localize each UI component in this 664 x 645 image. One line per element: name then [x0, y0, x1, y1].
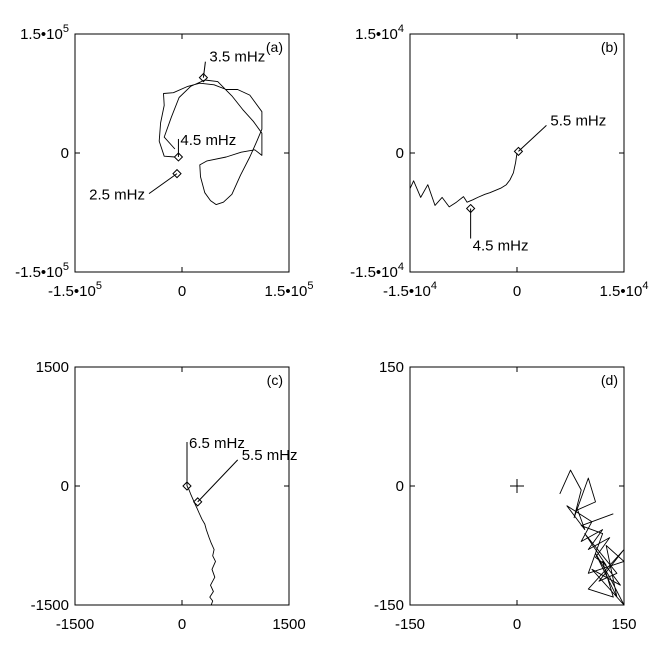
annotation-label: 2.5 mHz: [89, 187, 145, 204]
frequency-marker: [513, 146, 524, 157]
y-tick-label: -1.5•105: [15, 261, 69, 281]
data-trace: [409, 152, 518, 208]
y-tick-label: 0: [61, 145, 69, 162]
y-tick-label: -1.5•104: [350, 261, 404, 281]
panel-label: (b): [601, 39, 618, 55]
frequency-marker: [198, 72, 209, 83]
x-tick-label: 0: [178, 283, 186, 300]
annotation-leader: [148, 173, 178, 195]
x-tick-label: 0: [513, 616, 521, 633]
data-trace: [186, 485, 216, 606]
x-tick-label: -150: [395, 616, 425, 633]
annotation-leader: [518, 125, 547, 152]
y-tick-label: 0: [396, 478, 404, 495]
y-tick-label: 0: [396, 145, 404, 162]
frequency-marker: [182, 481, 192, 491]
y-tick-label: 0: [61, 478, 69, 495]
annotation-label: 5.5 mHz: [242, 447, 298, 464]
data-trace: [158, 79, 263, 206]
frequency-marker: [173, 152, 184, 162]
frequency-marker: [172, 168, 182, 179]
panel-d: -150 0 150 -150 0 150 (d): [374, 359, 637, 633]
y-tick-label: 1.5•104: [355, 23, 404, 43]
panel-label: (d): [601, 372, 618, 388]
annotation-leader: [202, 61, 206, 78]
x-tick-label: 0: [513, 283, 521, 300]
y-tick-label: 1500: [36, 359, 69, 376]
x-tick-label: -1.5•105: [48, 280, 102, 300]
x-tick-label: -1500: [56, 616, 94, 633]
x-tick-label: 1.5•105: [265, 280, 314, 300]
annotation-label: 4.5 mHz: [473, 238, 529, 255]
x-tick-label: 0: [178, 616, 186, 633]
panel-b: -1.5•104 0 1.5•104 -1.5•104 0 1.5•104 (b) 5.5 m…: [350, 23, 648, 300]
x-tick-label: -1.5•104: [383, 280, 437, 300]
panel-a: -1.5•105 0 1.5•105 -1.5•105 0 1.5•105 (a)3.5 m…: [15, 23, 313, 300]
frequency-marker: [192, 497, 203, 507]
x-tick-label: 1.5•104: [600, 280, 649, 300]
annotation-label: 4.5 mHz: [180, 132, 236, 149]
x-tick-label: 150: [611, 616, 636, 633]
annotation-label: 6.5 mHz: [189, 435, 245, 452]
annotation-label: 3.5 mHz: [209, 49, 265, 66]
y-tick-label: -1500: [31, 597, 69, 614]
panel-label: (a): [266, 39, 283, 55]
annotation-label: 5.5 mHz: [550, 112, 606, 129]
x-tick-label: 1500: [272, 616, 305, 633]
plot-frame: [74, 33, 290, 273]
y-tick-label: -150: [374, 597, 404, 614]
y-tick-label: 1.5•105: [20, 23, 69, 43]
data-trace: [559, 469, 625, 606]
panel-label: (c): [267, 372, 283, 388]
plot-frame: [74, 366, 290, 606]
annotation-leader: [197, 459, 239, 503]
y-tick-label: 150: [379, 359, 404, 376]
